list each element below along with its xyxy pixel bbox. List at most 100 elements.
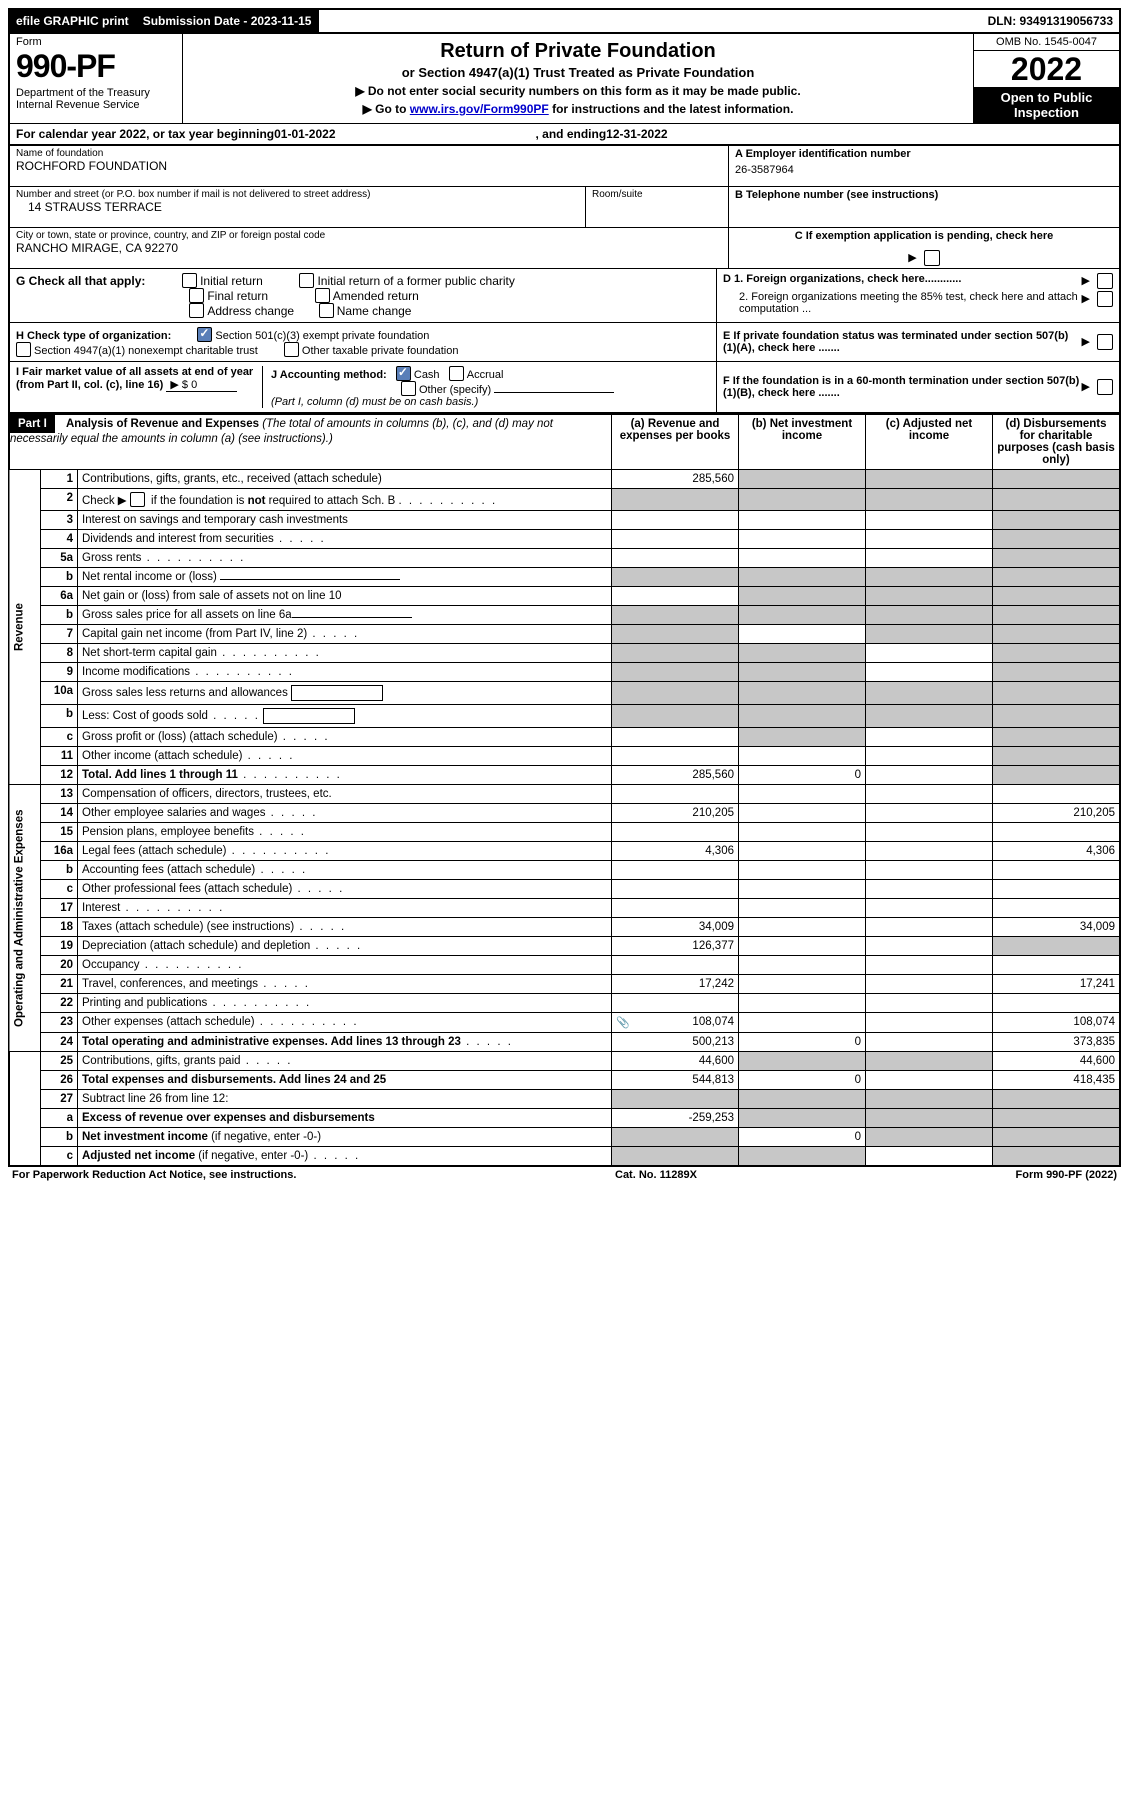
d1-label: D 1. Foreign organizations, check here..… bbox=[723, 273, 961, 289]
j-o1: Cash bbox=[414, 369, 440, 381]
submission-date: Submission Date - 2023-11-15 bbox=[137, 10, 320, 32]
phone-cell: B Telephone number (see instructions) bbox=[729, 187, 1119, 228]
j-note: (Part I, column (d) must be on cash basi… bbox=[271, 396, 478, 408]
d2-label: 2. Foreign organizations meeting the 85%… bbox=[723, 291, 1081, 315]
form-header: Form 990-PF Department of the Treasury I… bbox=[8, 34, 1121, 123]
g-o2: Initial return of a former public charit… bbox=[317, 274, 514, 288]
table-row: 23Other expenses (attach schedule)📎108,0… bbox=[9, 1013, 1120, 1033]
table-row: 26Total expenses and disbursements. Add … bbox=[9, 1071, 1120, 1090]
open-to-public: Open to Public Inspection bbox=[974, 87, 1119, 123]
addr-label: Number and street (or P.O. box number if… bbox=[16, 189, 579, 200]
h-other-chk[interactable] bbox=[284, 342, 299, 357]
table-row: 24Total operating and administrative exp… bbox=[9, 1033, 1120, 1052]
table-row: 22Printing and publications bbox=[9, 994, 1120, 1013]
e-label: E If private foundation status was termi… bbox=[723, 330, 1081, 354]
table-row: 17Interest bbox=[9, 899, 1120, 918]
g-label: G Check all that apply: bbox=[16, 274, 145, 288]
table-row: 7Capital gain net income (from Part IV, … bbox=[9, 625, 1120, 644]
table-row: 12Total. Add lines 1 through 11285,5600 bbox=[9, 766, 1120, 785]
table-row: 15Pension plans, employee benefits bbox=[9, 823, 1120, 842]
identity-block: Name of foundation ROCHFORD FOUNDATION N… bbox=[8, 146, 1121, 268]
g-name-chk[interactable] bbox=[319, 303, 334, 318]
f-label: F If the foundation is in a 60-month ter… bbox=[723, 375, 1081, 399]
d1-checkbox[interactable] bbox=[1097, 273, 1113, 289]
j-accrual-chk[interactable] bbox=[449, 366, 464, 381]
phone-label: B Telephone number (see instructions) bbox=[735, 189, 1113, 201]
line-1-num: 1 bbox=[41, 470, 78, 489]
table-row: 6aNet gain or (loss) from sale of assets… bbox=[9, 587, 1120, 606]
table-row: 2 Check ▶ if the foundation is not requi… bbox=[9, 489, 1120, 511]
city-label: City or town, state or province, country… bbox=[16, 230, 722, 241]
part1-title: Analysis of Revenue and Expenses (The to… bbox=[10, 418, 553, 445]
room-label: Room/suite bbox=[592, 189, 722, 200]
table-row: 14Other employee salaries and wages210,2… bbox=[9, 804, 1120, 823]
footer-mid: Cat. No. 11289X bbox=[615, 1169, 697, 1181]
g-final-chk[interactable] bbox=[189, 288, 204, 303]
section-j: J Accounting method: Cash Accrual Other … bbox=[263, 366, 710, 408]
i-value: ▶ $ 0 bbox=[166, 379, 237, 392]
form-id-block: Form 990-PF Department of the Treasury I… bbox=[10, 34, 183, 123]
table-row: 9Income modifications bbox=[9, 663, 1120, 682]
omb-number: OMB No. 1545-0047 bbox=[974, 34, 1119, 51]
table-row: cAdjusted net income (if negative, enter… bbox=[9, 1147, 1120, 1167]
section-i: I Fair market value of all assets at end… bbox=[16, 366, 263, 408]
schb-checkbox[interactable] bbox=[130, 492, 145, 507]
calyear-mid: , and ending bbox=[536, 127, 607, 141]
f-checkbox[interactable] bbox=[1097, 379, 1113, 395]
revenue-label: Revenue bbox=[9, 470, 41, 785]
g-initial-return-chk[interactable] bbox=[182, 273, 197, 288]
g-initial-former-chk[interactable] bbox=[299, 273, 314, 288]
table-row: 8Net short-term capital gain bbox=[9, 644, 1120, 663]
g-o4: Amended return bbox=[333, 289, 419, 303]
tax-year: 2022 bbox=[974, 51, 1119, 87]
ein-label: A Employer identification number bbox=[735, 148, 1113, 160]
g-o3: Final return bbox=[207, 289, 268, 303]
exemption-checkbox[interactable] bbox=[924, 250, 940, 266]
table-row: 19Depreciation (attach schedule) and dep… bbox=[9, 937, 1120, 956]
line-2-desc: Check ▶ if the foundation is not require… bbox=[78, 489, 612, 511]
table-row: 5aGross rents bbox=[9, 549, 1120, 568]
g-address-chk[interactable] bbox=[189, 303, 204, 318]
attach-icon[interactable]: 📎 bbox=[616, 1016, 630, 1029]
part1-label: Part I bbox=[10, 415, 55, 433]
form-link[interactable]: www.irs.gov/Form990PF bbox=[410, 102, 549, 116]
exemption-cell: C If exemption application is pending, c… bbox=[729, 228, 1119, 268]
inst2-pre: ▶ Go to bbox=[363, 102, 410, 116]
table-row: 20Occupancy bbox=[9, 956, 1120, 975]
department: Department of the Treasury Internal Reve… bbox=[16, 87, 176, 111]
street-address: 14 STRAUSS TERRACE bbox=[16, 200, 579, 214]
efile-label: efile GRAPHIC print bbox=[10, 10, 137, 32]
g-o6: Name change bbox=[337, 304, 412, 318]
h-label: H Check type of organization: bbox=[16, 330, 171, 342]
section-d: D 1. Foreign organizations, check here..… bbox=[716, 269, 1119, 322]
line-2-num: 2 bbox=[41, 489, 78, 511]
table-row: bNet rental income or (loss) bbox=[9, 568, 1120, 587]
h-501c3-chk[interactable] bbox=[197, 327, 212, 342]
table-row: Operating and Administrative Expenses 13… bbox=[9, 785, 1120, 804]
form-title: Return of Private Foundation bbox=[193, 40, 963, 63]
table-row: 16aLegal fees (attach schedule)4,3064,30… bbox=[9, 842, 1120, 861]
h-4947-chk[interactable] bbox=[16, 342, 31, 357]
j-label: J Accounting method: bbox=[271, 369, 387, 381]
section-h: H Check type of organization: Section 50… bbox=[10, 323, 716, 361]
exemption-label: C If exemption application is pending, c… bbox=[795, 230, 1054, 242]
form-word: Form bbox=[16, 36, 176, 48]
address-cell: Number and street (or P.O. box number if… bbox=[10, 187, 585, 228]
col-c-head: (c) Adjusted net income bbox=[866, 415, 993, 470]
dln: DLN: 93491319056733 bbox=[982, 10, 1119, 32]
table-row: 25Contributions, gifts, grants paid44,60… bbox=[9, 1052, 1120, 1071]
d2-checkbox[interactable] bbox=[1097, 291, 1113, 307]
section-e: E If private foundation status was termi… bbox=[716, 323, 1119, 361]
h-o3: Other taxable private foundation bbox=[302, 345, 459, 357]
room-cell: Room/suite bbox=[585, 187, 728, 228]
j-cash-chk[interactable] bbox=[396, 366, 411, 381]
g-o5: Address change bbox=[207, 304, 294, 318]
g-amended-chk[interactable] bbox=[315, 288, 330, 303]
table-row: bLess: Cost of goods sold bbox=[9, 705, 1120, 728]
form-meta-block: OMB No. 1545-0047 2022 Open to Public In… bbox=[973, 34, 1119, 123]
j-other-chk[interactable] bbox=[401, 381, 416, 396]
table-row: bGross sales price for all assets on lin… bbox=[9, 606, 1120, 625]
e-checkbox[interactable] bbox=[1097, 334, 1113, 350]
instruction-1: ▶ Do not enter social security numbers o… bbox=[193, 84, 963, 98]
ein-cell: A Employer identification number 26-3587… bbox=[729, 146, 1119, 187]
